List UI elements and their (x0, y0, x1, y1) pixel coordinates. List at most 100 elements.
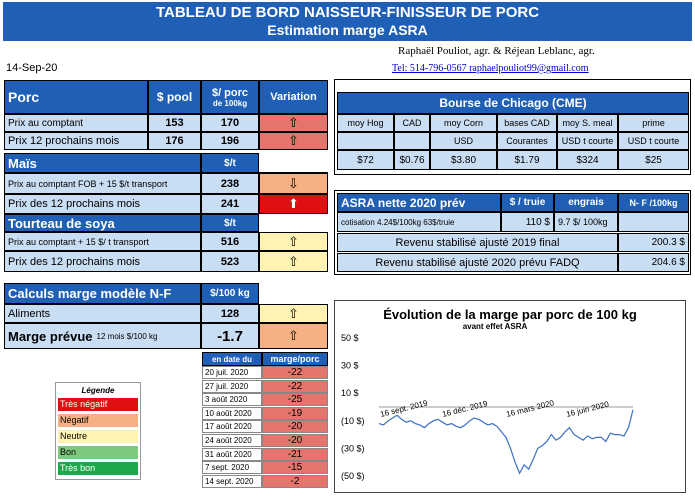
authors: Raphaël Pouliot, agr. & Réjean Leblanc, … (398, 45, 595, 57)
history-row: 7 sept. 2020 -15 (202, 461, 328, 475)
legend-item: Très négatif (58, 398, 138, 411)
chart-ytick: 30 $ (341, 361, 359, 371)
up-arrow-icon: ⇧ (259, 304, 328, 323)
mais-row-label: Prix des 12 prochains mois (4, 194, 201, 214)
cme-value: $3.80 (430, 150, 497, 170)
aliments-value: 128 (201, 304, 259, 323)
asra-engrais-value: 9.7 $/ 100kg (554, 212, 618, 232)
down-arrow-icon: ⇩ (259, 173, 328, 194)
asra-revenu-2019-label: Revenu stabilisé ajusté 2019 final (337, 233, 618, 252)
porc-row-pool: 153 (148, 114, 201, 132)
up-arrow-icon: ⇧ (259, 251, 328, 272)
mais-col: $/t (201, 153, 259, 173)
porc-row-pool: 176 (148, 132, 201, 150)
legend-item: Très bon (58, 462, 138, 475)
asra-title: ASRA nette 2020 prév (337, 193, 501, 212)
cme-unit (337, 132, 394, 150)
chart-ytick: (10 $) (341, 416, 365, 426)
mais-row-value: 241 (201, 194, 259, 214)
asra-panel (334, 190, 691, 275)
history-value: -19 (262, 406, 328, 420)
cme-unit: Courantes (497, 132, 557, 150)
soya-row-label: Prix des 12 prochains mois (4, 251, 201, 272)
cme-unit: USD t courte (618, 132, 689, 150)
cme-header: moy S. meal (557, 114, 618, 132)
history-col-date: en date du (202, 352, 262, 366)
history-value: -22 (262, 379, 328, 393)
asra-cotisation-value: 110 $ (501, 212, 554, 232)
asra-revenu-2019-value: 200.3 $ (618, 233, 689, 252)
history-date: 20 juil. 2020 (202, 366, 262, 379)
up-arrow-icon: ⇧ (259, 114, 328, 132)
chart-ytick: (50 $) (341, 471, 365, 481)
chart-xtick: 16 sept. 2019 (379, 398, 429, 419)
history-row: 24 août 2020 -20 (202, 434, 328, 447)
cme-value: $72 (337, 150, 394, 170)
mais-row-label: Prix au comptant FOB + 15 $/t transport (4, 173, 201, 194)
legend-item: Négatif (58, 414, 138, 427)
porc-col-var: Variation (259, 80, 328, 114)
cme-value: $25 (618, 150, 689, 170)
soya-row-value: 516 (201, 232, 259, 251)
history-date: 10 août 2020 (202, 406, 262, 420)
calculs-col: $/100 kg (201, 283, 259, 304)
legend-title: Légende (81, 386, 115, 395)
cme-title: Bourse de Chicago (CME) (337, 92, 689, 114)
history-value: -21 (262, 447, 328, 461)
cme-header: bases CAD (497, 114, 557, 132)
up-arrow-icon: ⬆ (259, 194, 328, 214)
dashboard-header: TABLEAU DE BORD NAISSEUR-FINISSEUR DE PO… (3, 2, 692, 41)
marge-value: -1.7 (201, 323, 259, 349)
marge-sub: 12 mois $/100 kg (96, 331, 158, 341)
page-subtitle: Estimation marge ASRA (267, 22, 428, 38)
chart-title: Évolution de la marge par porc de 100 kg (383, 307, 637, 322)
history-row: 17 août 2020 -20 (202, 420, 328, 434)
contact-link[interactable]: Tel: 514-796-0567 raphaelpouliot99@gmail… (392, 63, 589, 74)
asra-col-truie: $ / truie (501, 193, 554, 212)
history-row: 27 juil. 2020 -22 (202, 379, 328, 393)
history-value: -15 (262, 461, 328, 475)
porc-title: Porc (4, 80, 148, 114)
cme-header: CAD (394, 114, 430, 132)
cme-header: moy Hog (337, 114, 394, 132)
chart-series-line (378, 409, 634, 475)
history-row: 31 août 2020 -21 (202, 447, 328, 461)
asra-nf-empty (618, 212, 689, 232)
cme-value: $1.79 (497, 150, 557, 170)
cme-unit: USD t courte (557, 132, 618, 150)
history-date: 31 août 2020 (202, 447, 262, 461)
history-row: 10 août 2020 -19 (202, 406, 328, 420)
up-arrow-icon: ⇧ (259, 232, 328, 251)
history-date: 17 août 2020 (202, 420, 262, 434)
porc-col-per: $/ porc de 100kg (201, 80, 259, 114)
history-value: -20 (262, 420, 328, 434)
mais-col-empty (259, 153, 328, 173)
porc-col-per-unit: de 100kg (212, 98, 248, 108)
calculs-title: Calculs marge modèle N-F (4, 283, 201, 304)
aliments-label: Aliments (4, 304, 201, 323)
mais-row-value: 238 (201, 173, 259, 194)
history-row: 14 sept. 2020 -2 (202, 474, 328, 488)
marge-label-cell: Marge prévue 12 mois $/100 kg (4, 323, 201, 349)
porc-col-pool: $ pool (148, 80, 201, 114)
cme-header: prime (618, 114, 689, 132)
marge-label: Marge prévue (8, 328, 93, 344)
soya-col: $/t (201, 214, 259, 232)
porc-row-label: Prix 12 prochains mois (4, 132, 148, 150)
history-value: -25 (262, 393, 328, 407)
history-date: 24 août 2020 (202, 434, 262, 447)
asra-revenu-2020-value: 204.6 $ (618, 253, 689, 272)
soya-title: Tourteau de soya (4, 214, 201, 232)
soya-row-label: Prix au comptant + 15 $/ t transport (4, 232, 201, 251)
asra-revenu-2020-label: Revenu stabilisé ajusté 2020 prévu FADQ (337, 253, 618, 272)
history-value: -2 (262, 474, 328, 488)
chart-plot: 50 $ 30 $ 10 $ (10 $) (30 $) (50 $) 16 sept. 2… (341, 334, 634, 481)
porc-row-per: 170 (201, 114, 259, 132)
chart-ytick: 50 $ (341, 334, 359, 343)
page-title: TABLEAU DE BORD NAISSEUR-FINISSEUR DE PO… (155, 4, 540, 21)
history-value: -22 (262, 366, 328, 379)
legend-item: Neutre (58, 430, 138, 443)
history-date: 14 sept. 2020 (202, 474, 262, 488)
porc-row-per: 196 (201, 132, 259, 150)
history-date: 7 sept. 2020 (202, 461, 262, 475)
